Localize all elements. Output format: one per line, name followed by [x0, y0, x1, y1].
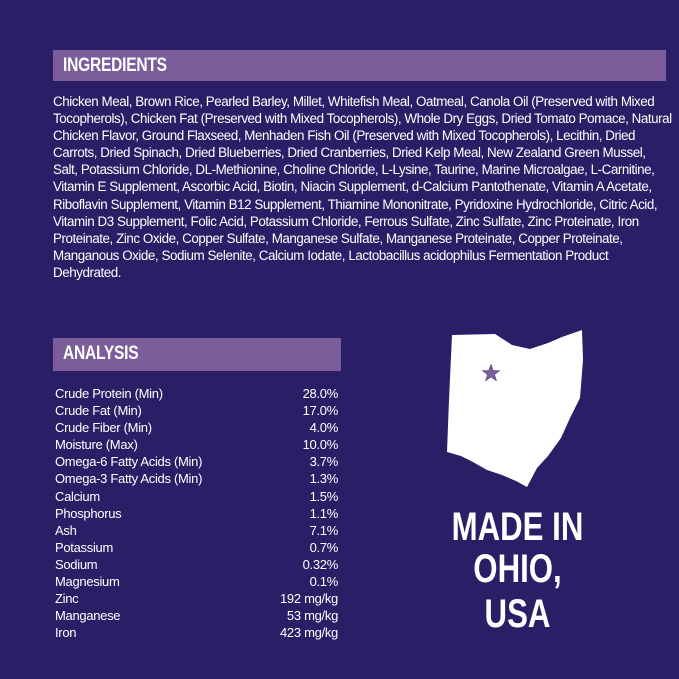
star-icon [481, 363, 501, 382]
nutrient-name: Phosphorus [55, 505, 122, 521]
nutrient-name: Zinc [55, 591, 79, 607]
analysis-row: Phosphorus 1.1% [55, 505, 338, 522]
nutrient-name: Ash [55, 522, 77, 538]
analysis-row: Crude Protein (Min) 28.0% [55, 385, 338, 402]
analysis-row: Crude Fat (Min) 17.0% [55, 402, 338, 419]
analysis-row: Moisture (Max) 10.0% [55, 436, 338, 453]
nutrient-name: Crude Fat (Min) [55, 403, 142, 419]
nutrient-name: Calcium [55, 488, 100, 504]
nutrient-value: 0.7% [309, 539, 339, 555]
ingredients-header: INGREDIENTS [53, 50, 666, 81]
analysis-row: Magnesium 0.1% [55, 573, 338, 590]
nutrient-value: 28.0% [302, 386, 339, 401]
analysis-row: Potassium 0.7% [55, 539, 338, 556]
analysis-row: Calcium 1.5% [55, 488, 338, 505]
nutrient-value: 17.0% [302, 403, 339, 419]
origin-location-label: OHIO, USA [473, 547, 562, 636]
analysis-table: Crude Protein (Min) 28.0% Crude Fat (Min) 1… [55, 385, 338, 641]
nutrient-name: Magnesium [55, 574, 120, 590]
analysis-row: Zinc 192 mg/kg [55, 590, 338, 607]
analysis-row: Sodium 0.32% [55, 556, 338, 573]
nutrient-value: 1.1% [309, 505, 339, 521]
nutrient-name: Moisture (Max) [55, 437, 138, 453]
nutrient-value: 7.1% [309, 522, 339, 538]
nutrient-value: 1.5% [309, 488, 339, 504]
analysis-row: Omega-3 Fatty Acids (Min) 1.3% [55, 470, 338, 487]
analysis-row: Crude Fiber (Min) 4.0% [55, 419, 338, 436]
nutrient-value: 0.32% [302, 556, 339, 572]
analysis-title: ANALYSIS [63, 343, 139, 364]
nutrient-name: Omega-3 Fatty Acids (Min) [55, 471, 203, 487]
nutrient-name: Crude Fiber (Min) [55, 420, 152, 436]
nutrient-name: Iron [55, 625, 77, 641]
ingredients-list: Chicken Meal, Brown Rice, Pearled Barley… [53, 94, 672, 280]
nutrient-value: 3.7% [309, 454, 339, 470]
nutrient-name: Crude Protein (Min) [55, 386, 163, 401]
nutrient-name: Manganese [55, 608, 121, 624]
ingredients-title: INGREDIENTS [63, 55, 167, 76]
nutrient-name: Omega-6 Fatty Acids (Min) [55, 454, 203, 470]
analysis-header: ANALYSIS [53, 338, 341, 371]
analysis-row: Manganese 53 mg/kg [55, 607, 338, 624]
nutrient-value: 0.1% [309, 574, 339, 590]
nutrient-value: 10.0% [302, 437, 339, 453]
analysis-row: Ash 7.1% [55, 522, 338, 539]
analysis-row: Iron 423 mg/kg [55, 624, 338, 641]
nutrient-value: 53 mg/kg [286, 608, 338, 624]
ohio-state-shape [447, 330, 583, 487]
nutrient-value: 4.0% [309, 420, 339, 436]
nutrient-name: Sodium [55, 556, 98, 572]
nutrient-name: Potassium [55, 539, 113, 555]
nutrient-value: 192 mg/kg [279, 591, 338, 607]
nutrient-value: 423 mg/kg [279, 625, 338, 641]
made-in-label: MADE IN [451, 505, 584, 549]
analysis-row: Omega-6 Fatty Acids (Min) 3.7% [55, 453, 338, 470]
nutrient-value: 1.3% [309, 471, 339, 487]
